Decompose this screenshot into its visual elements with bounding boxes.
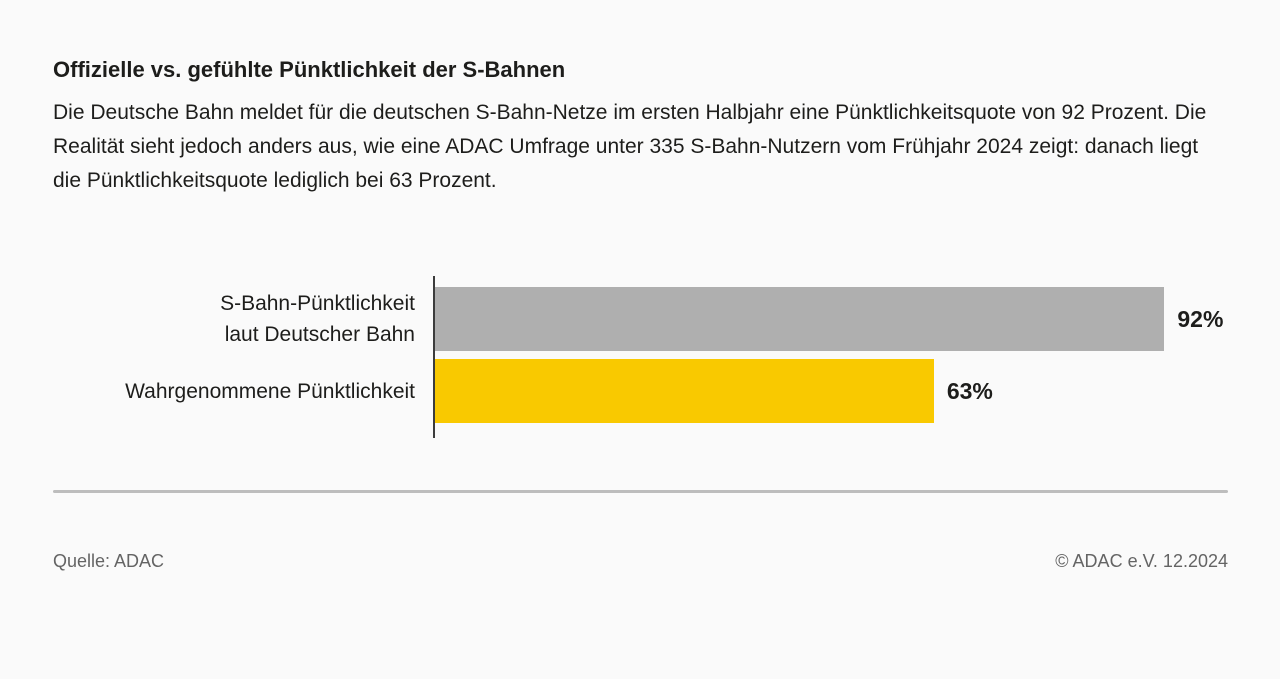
footer: Quelle: ADAC © ADAC e.V. 12.2024: [53, 551, 1228, 572]
chart-description: Die Deutsche Bahn meldet für die deutsch…: [53, 101, 1207, 192]
bar-track: 92%: [433, 287, 1228, 351]
value-label: 63%: [946, 377, 993, 404]
bar-row: Wahrgenommene Pünktlichkeit 63%: [53, 359, 1228, 423]
copyright-label: © ADAC e.V. 12.2024: [1055, 551, 1228, 571]
source-label: Quelle: ADAC: [53, 551, 165, 571]
category-label: S-Bahn-Pünktlichkeit laut Deutscher Bahn: [220, 292, 415, 346]
bar-track: 63%: [433, 359, 1228, 423]
bar: [433, 359, 934, 423]
category-label: Wahrgenommene Pünktlichkeit: [125, 379, 415, 403]
divider: [53, 490, 1228, 493]
bar-row: S-Bahn-Pünktlichkeit laut Deutscher Bahn…: [53, 287, 1228, 351]
bar-chart-rows: S-Bahn-Pünktlichkeit laut Deutscher Bahn…: [53, 276, 1228, 438]
bar: [433, 287, 1165, 351]
bar-chart: S-Bahn-Pünktlichkeit laut Deutscher Bahn…: [53, 276, 1228, 438]
page-title: Offizielle vs. gefühlte Pünktlichkeit de…: [53, 57, 566, 82]
y-axis-line: [433, 276, 435, 438]
value-label: 92%: [1177, 305, 1224, 332]
